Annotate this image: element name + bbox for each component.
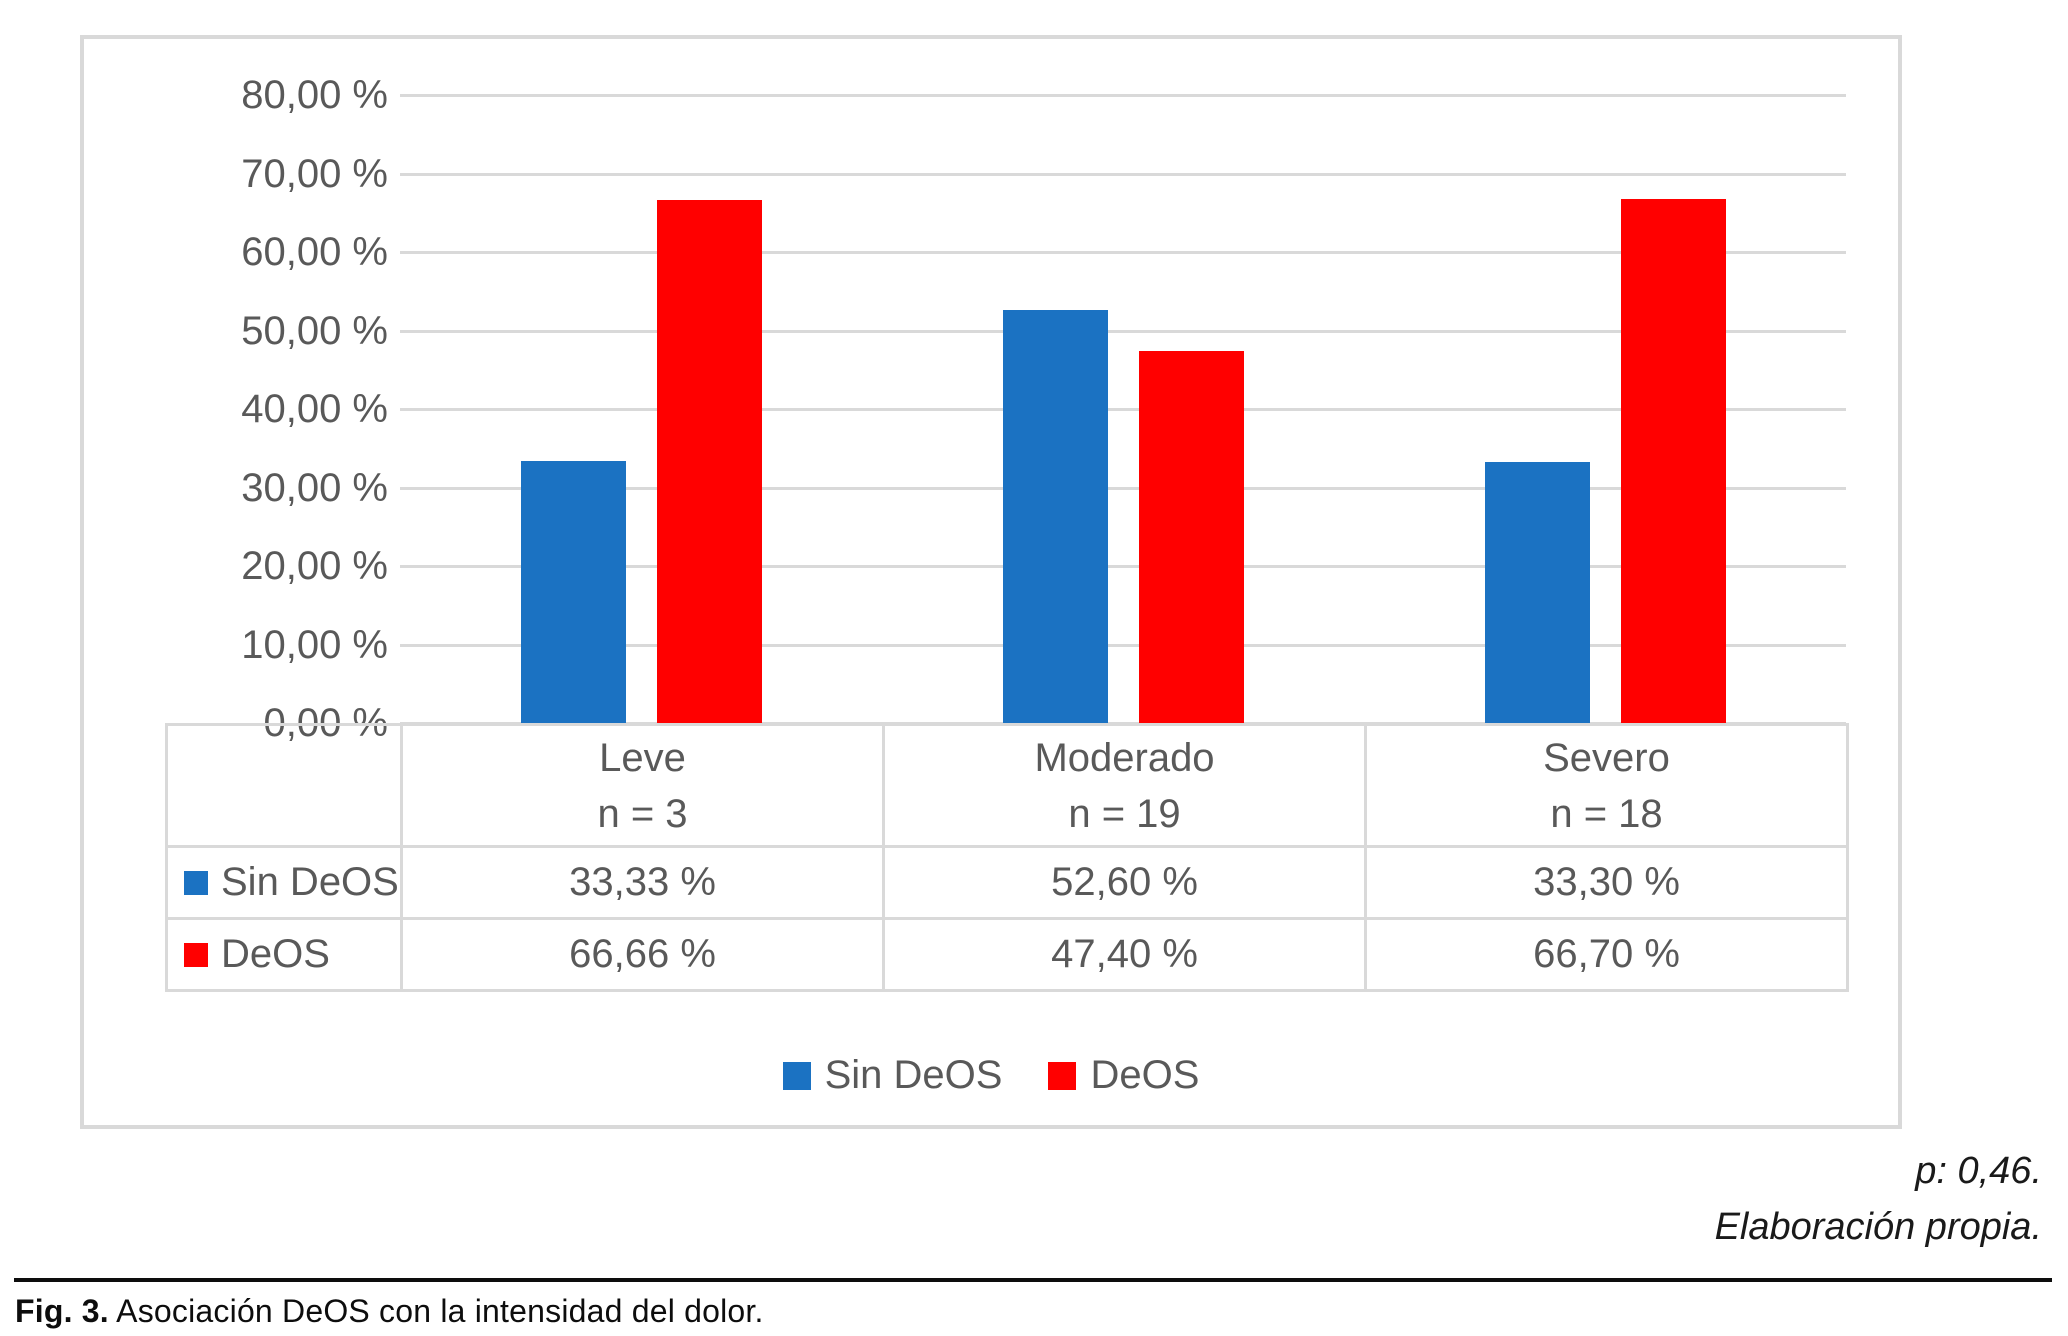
legend-label: Sin DeOS: [824, 1053, 1003, 1097]
legend-label: DeOS: [1090, 1053, 1200, 1097]
series-name: Sin DeOS: [221, 860, 399, 904]
table-cell-value: 66,66 %: [400, 917, 885, 992]
sin-deos-legend-swatch-icon: [782, 1061, 811, 1090]
table-cell-value: 47,40 %: [882, 917, 1367, 992]
bar-sin-deos-severo: [1484, 461, 1590, 723]
y-tick-label: 30,00 %: [241, 465, 388, 510]
table-header-leve: Leve n = 3: [400, 723, 885, 848]
legend-item-deos: DeOS: [1048, 1053, 1199, 1098]
figure-caption: Fig. 3. Asociación DeOS con la intensida…: [15, 1293, 764, 1330]
category-count: n = 3: [597, 791, 688, 836]
gridline: [400, 643, 1846, 647]
gridline: [400, 565, 1846, 568]
series-label-cell: Sin DeOS: [165, 845, 403, 920]
y-tick-label: 50,00 %: [241, 308, 388, 353]
chart-figure: 80,00 % 70,00 % 60,00 % 50,00 % 40,00 % …: [80, 35, 1902, 1129]
category-count: n = 18: [1550, 791, 1663, 836]
deos-key-icon: [184, 942, 208, 967]
plot-area: [400, 95, 1846, 723]
bar-sin-deos-moderado: [1002, 310, 1108, 723]
source-note: Elaboración propia.: [1714, 1206, 2042, 1248]
figure-number-label: Fig. 3.: [15, 1293, 109, 1329]
bar-group-severo: [1364, 95, 1846, 723]
table-cell-value: 33,33 %: [400, 845, 885, 920]
chart-legend: Sin DeOS DeOS: [84, 1053, 1898, 1098]
y-axis: 80,00 % 70,00 % 60,00 % 50,00 % 40,00 % …: [84, 70, 388, 748]
table-corner-spacer: [165, 723, 403, 848]
sin-deos-key-icon: [184, 870, 208, 895]
bar-deos-severo: [1620, 199, 1726, 723]
table-header-moderado: Moderado n = 19: [882, 723, 1367, 848]
category-label: Severo: [1543, 735, 1670, 780]
table-cell-value: 52,60 %: [882, 845, 1367, 920]
gridline: [400, 94, 1846, 97]
gridline: [400, 172, 1846, 176]
p-value-note: p: 0,46.: [1915, 1150, 2042, 1192]
y-tick-label: 80,00 %: [241, 73, 388, 117]
bar-group-moderado: [882, 95, 1364, 723]
caption-divider: [14, 1278, 2052, 1282]
plot-gridlines: [400, 94, 1846, 725]
bar-group-leve: [400, 95, 882, 723]
category-label: Leve: [599, 735, 686, 780]
deos-legend-swatch-icon: [1048, 1061, 1077, 1090]
y-tick-label: 20,00 %: [241, 544, 388, 588]
series-name: DeOS: [221, 932, 330, 976]
bar-deos-moderado: [1138, 350, 1244, 723]
legend-item-sin-deos: Sin DeOS: [782, 1053, 1003, 1098]
table-cell-value: 33,30 %: [1364, 845, 1849, 920]
table-header-row: Leve n = 3 Moderado n = 19 Severo n = 18: [165, 723, 1849, 848]
category-label: Moderado: [1034, 735, 1215, 780]
gridline: [400, 251, 1846, 254]
table-row-sin-deos: Sin DeOS 33,33 % 52,60 % 33,30 %: [165, 845, 1849, 920]
table-cell-value: 66,70 %: [1364, 917, 1849, 992]
category-count: n = 19: [1068, 791, 1181, 836]
y-tick-label: 70,00 %: [241, 151, 388, 196]
table-header-severo: Severo n = 18: [1364, 723, 1849, 848]
bar-sin-deos-leve: [520, 461, 626, 723]
series-label-cell: DeOS: [165, 917, 403, 992]
gridline: [400, 722, 1846, 725]
gridline: [400, 408, 1846, 411]
figure-caption-text: Asociación DeOS con la intensidad del do…: [108, 1293, 764, 1329]
table-row-deos: DeOS 66,66 % 47,40 % 66,70 %: [165, 917, 1849, 992]
gridline: [400, 486, 1846, 490]
bar-deos-leve: [656, 199, 762, 723]
chart-data-table: Leve n = 3 Moderado n = 19 Severo n = 18…: [165, 723, 1849, 992]
y-tick-label: 10,00 %: [241, 622, 388, 667]
y-tick-label: 40,00 %: [241, 387, 388, 431]
y-tick-label: 60,00 %: [241, 230, 388, 274]
gridline: [400, 329, 1846, 333]
